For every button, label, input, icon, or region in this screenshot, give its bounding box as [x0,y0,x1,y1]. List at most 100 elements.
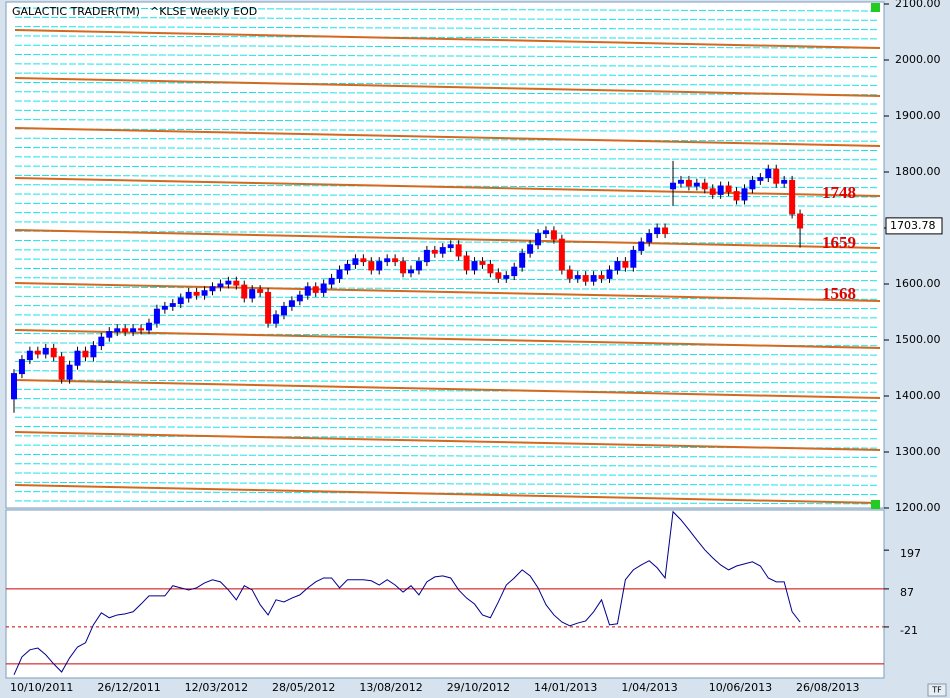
candle-body [630,249,637,268]
orange-line [14,431,881,451]
candle-body [249,289,256,299]
candle-body [98,336,105,347]
candle-body [471,261,478,271]
tf-button-label[interactable]: TF [931,686,942,695]
candle-body [598,275,605,279]
candle-body [153,308,160,324]
y-tick-label: 1300.00 [895,445,941,458]
x-tick-label: 10/10/2011 [10,681,73,694]
candle-body [654,227,661,235]
candle-body [495,272,502,279]
candle-body [265,291,272,324]
candle-body [42,347,49,355]
candle-body [66,364,73,380]
candle-body [765,168,772,179]
candle-body [447,244,454,249]
y-tick-label: 1500.00 [895,333,941,346]
candle-body [439,247,446,254]
level-label: 1659 [822,233,856,252]
last-price-box [885,217,943,235]
chart-subtitle: ^KLSE Weekly EOD [150,5,257,18]
tf-button[interactable] [927,683,947,697]
candle-body [90,345,97,358]
candle-body [566,269,573,279]
candle-body [757,177,764,181]
y-tick-label: 1800.00 [895,165,941,178]
candle-body [50,347,57,358]
x-tick-label: 14/01/2013 [534,681,597,694]
y-tick-label: 87 [900,586,914,599]
candle-body [789,179,796,215]
candle-body [590,275,597,282]
orange-line [14,229,881,249]
candle-body [368,261,375,271]
candle-body [685,179,692,187]
x-tick-label: 10/06/2013 [709,681,772,694]
candle-body [273,314,280,324]
candle-body [614,261,621,271]
candle-body [535,233,542,246]
candle-body [392,258,399,263]
x-tick-label: 12/03/2012 [185,681,248,694]
candle-body [725,185,732,193]
candle-body [558,238,565,271]
candle-body [431,249,438,254]
orange-line [14,379,881,399]
candle-body [336,269,343,279]
candle-body [11,373,17,400]
corner-marker [871,500,880,509]
candle-body [122,328,129,333]
y-tick-label: 1900.00 [895,109,941,122]
y-tick-label: 1200.00 [895,501,941,514]
candle-body [161,305,168,310]
candle-body [34,350,41,355]
x-tick-label: 26/12/2011 [97,681,160,694]
x-tick-label: 26/08/2013 [796,681,859,694]
x-tick-label: 29/10/2012 [447,681,510,694]
chart-title: GALACTIC TRADER(TM) [12,5,140,18]
candle-body [209,286,216,292]
x-tick-label: 28/05/2012 [272,681,335,694]
candle-body [455,244,462,257]
candle-body [114,328,121,333]
candle-body [638,241,645,251]
candle-body [519,252,526,268]
level-label: 1748 [822,183,856,202]
candle-body [26,350,33,361]
candle-body [646,233,653,243]
candle-body [797,213,804,229]
candle-body [511,266,518,277]
y-tick-label: 197 [900,547,921,560]
candle-body [106,331,113,338]
y-tick-label: 2000.00 [895,53,941,66]
candle-body [408,269,414,274]
candle-body [74,350,81,366]
candle-body [709,188,716,195]
candle-body [257,289,264,293]
y-tick-label: 1600.00 [895,277,941,290]
y-tick-label: 1400.00 [895,389,941,402]
x-tick-label: 1/04/2013 [621,681,677,694]
candle-body [479,261,486,265]
candle-body [415,261,422,271]
candle-body [296,294,303,302]
candle-body [423,249,430,263]
candle-body [185,291,192,299]
candle-body [606,269,613,279]
candle-body [693,182,700,187]
candle-body [217,283,224,288]
candle-body [169,303,176,307]
candle-body [622,261,629,268]
candle-body [701,182,708,190]
candle-body [677,179,684,184]
decor-lines [14,7,881,505]
candle-body [463,255,470,271]
corner-marker [871,3,880,12]
candle-body [312,286,319,293]
price-panel [5,1,885,509]
candle-body [233,280,240,286]
candle-body [550,230,557,240]
y-tick-label: 2100.00 [895,0,941,10]
candle-body [145,322,152,331]
